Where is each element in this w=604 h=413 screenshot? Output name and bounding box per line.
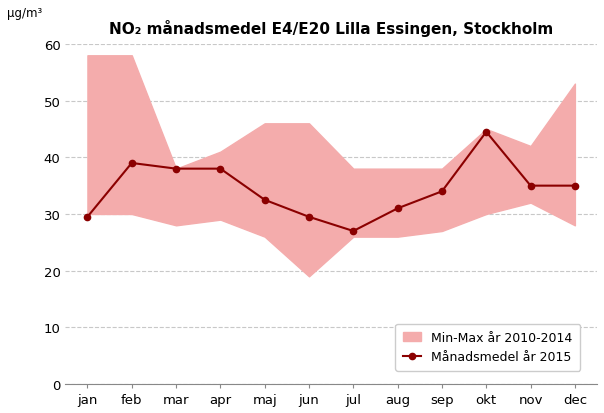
Title: NO₂ månadsmedel E4/E20 Lilla Essingen, Stockholm: NO₂ månadsmedel E4/E20 Lilla Essingen, S… (109, 20, 553, 37)
Legend: Min-Max år 2010-2014, Månadsmedel år 2015: Min-Max år 2010-2014, Månadsmedel år 201… (395, 324, 580, 371)
Text: μg/m³: μg/m³ (7, 7, 42, 20)
